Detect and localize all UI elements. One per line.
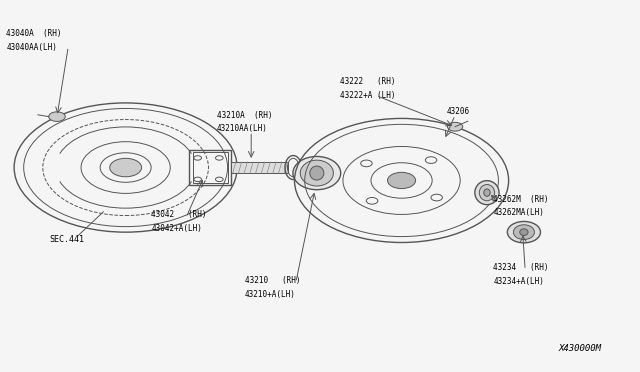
- Ellipse shape: [293, 157, 340, 190]
- Bar: [189, 150, 231, 185]
- Circle shape: [109, 158, 141, 177]
- Text: 43210   (RH): 43210 (RH): [245, 276, 300, 285]
- Text: X430000M: X430000M: [559, 344, 602, 353]
- Ellipse shape: [300, 160, 333, 186]
- Text: 43040A  (RH): 43040A (RH): [6, 29, 62, 38]
- Circle shape: [49, 112, 65, 121]
- Text: 43042   (RH): 43042 (RH): [151, 211, 207, 219]
- Text: 43262MA(LH): 43262MA(LH): [493, 208, 544, 217]
- Ellipse shape: [508, 221, 540, 243]
- Circle shape: [447, 122, 463, 131]
- Text: 43206: 43206: [446, 107, 469, 116]
- Text: 43210AA(LH): 43210AA(LH): [217, 124, 268, 133]
- Text: 43210A  (RH): 43210A (RH): [217, 111, 272, 120]
- Text: 43222   (RH): 43222 (RH): [340, 77, 396, 86]
- Ellipse shape: [479, 185, 495, 201]
- Ellipse shape: [520, 229, 528, 235]
- Ellipse shape: [475, 181, 499, 205]
- Bar: [231, 162, 288, 173]
- Text: 43222+A (LH): 43222+A (LH): [340, 91, 396, 100]
- Ellipse shape: [484, 189, 490, 196]
- Text: 43234   (RH): 43234 (RH): [493, 263, 549, 272]
- Text: 43042+A(LH): 43042+A(LH): [151, 224, 202, 233]
- Ellipse shape: [513, 225, 534, 240]
- Text: 43262M  (RH): 43262M (RH): [493, 195, 549, 203]
- Text: 43210+A(LH): 43210+A(LH): [245, 290, 296, 299]
- Text: SEC.441: SEC.441: [49, 235, 84, 244]
- Circle shape: [388, 172, 415, 189]
- Text: 43234+A(LH): 43234+A(LH): [493, 277, 544, 286]
- Ellipse shape: [310, 166, 324, 180]
- Bar: [193, 152, 228, 183]
- Text: 43040AA(LH): 43040AA(LH): [6, 43, 58, 52]
